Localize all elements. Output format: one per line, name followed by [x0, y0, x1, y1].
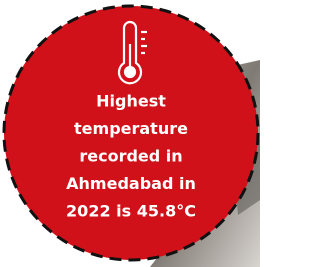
caption-line: Highest: [96, 92, 166, 111]
caption-line: Ahmedabad in: [66, 174, 196, 193]
caption-line: recorded in: [79, 147, 182, 166]
badge-graphic: Highest temperature recorded in Ahmedabad i…: [0, 0, 260, 267]
caption-line: 2022 is 45.8°C: [66, 202, 196, 221]
caption-line: temperature: [74, 119, 188, 138]
page: Highest temperature recorded in Ahmedabad i…: [0, 0, 260, 267]
